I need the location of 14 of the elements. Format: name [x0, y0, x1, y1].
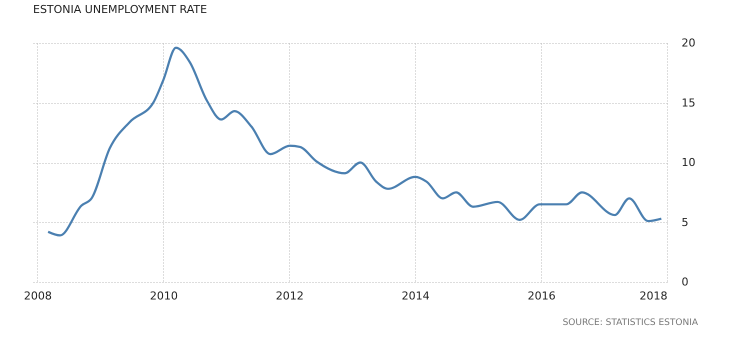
x-tick-label: 2018 [640, 290, 668, 302]
x-tick-label: 2016 [528, 290, 556, 302]
x-tick-label: 2010 [150, 290, 178, 302]
source-note: SOURCE: STATISTICS ESTONIA [562, 318, 698, 328]
chart-title: ESTONIA UNEMPLOYMENT RATE [33, 3, 208, 16]
x-tick-label: 2012 [276, 290, 304, 302]
y-tick-label: 15 [682, 96, 696, 110]
x-tick-label: 2008 [24, 290, 52, 302]
y-tick-label: 20 [682, 36, 696, 50]
line-series [47, 46, 662, 236]
x-tick-label: 2014 [402, 290, 430, 302]
y-tick-label: 0 [682, 276, 688, 288]
y-tick-label: 5 [682, 216, 688, 229]
y-tick-label: 10 [682, 156, 696, 169]
